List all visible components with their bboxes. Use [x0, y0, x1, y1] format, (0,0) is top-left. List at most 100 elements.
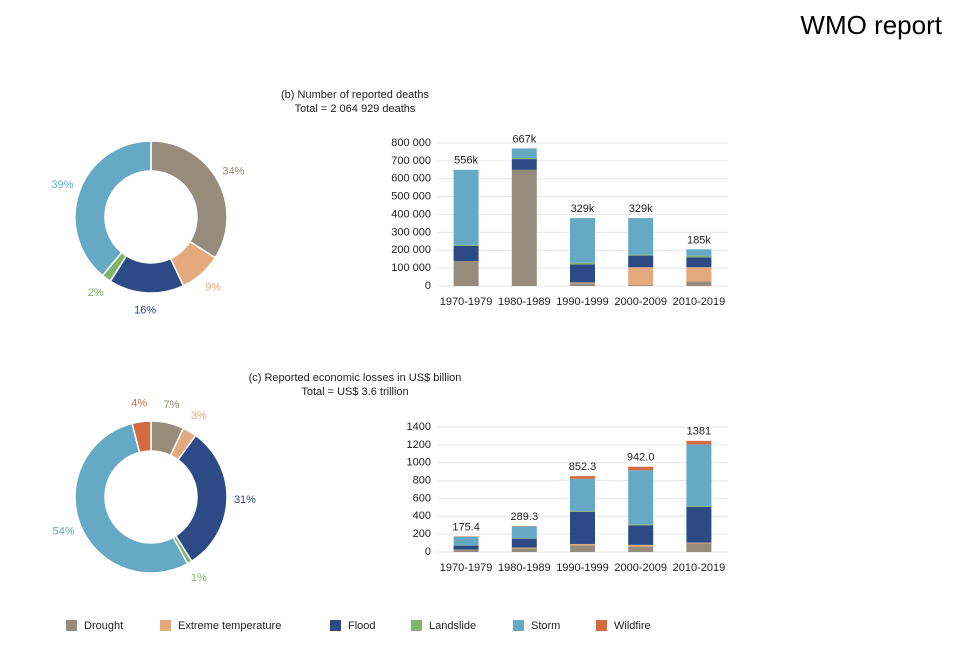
bar-segment [686, 257, 712, 268]
legend-swatch [330, 620, 341, 631]
total-label: 942.0 [627, 452, 655, 464]
legend-label: Drought [84, 620, 123, 632]
bar-segment [453, 545, 479, 550]
legend-swatch [160, 620, 171, 631]
slice-label: 39% [52, 179, 74, 191]
bar-segment [453, 549, 479, 552]
total-label: 289.3 [511, 511, 539, 523]
x-tick-label: 1980-1989 [498, 562, 551, 574]
bar-segment [686, 249, 712, 256]
total-label: 329k [629, 203, 653, 215]
x-tick-label: 1970-1979 [440, 296, 493, 308]
y-tick-label: 600 [413, 492, 431, 504]
y-tick-label: 0 [425, 546, 431, 558]
bar-segment [686, 506, 712, 543]
bar-segment [686, 506, 712, 507]
y-tick-label: 800 000 [391, 137, 431, 149]
legend-swatch [596, 620, 607, 631]
total-label: 185k [687, 234, 711, 246]
y-tick-label: 800 [413, 474, 431, 486]
bar-segment [628, 524, 654, 526]
bar-segment [570, 476, 595, 479]
x-tick-label: 1990-1999 [556, 562, 609, 574]
slice-label: 9% [205, 281, 221, 293]
y-tick-label: 0 [425, 280, 431, 292]
y-tick-label: 100 000 [391, 262, 431, 274]
bar-segment [511, 548, 537, 552]
bar-segment [570, 264, 595, 283]
y-tick-label: 200 000 [391, 244, 431, 256]
legend-label: Landslide [429, 620, 476, 632]
bar-segment [686, 440, 712, 445]
y-tick-label: 400 000 [391, 208, 431, 220]
bar-segment [686, 281, 712, 286]
bar-segment [570, 282, 595, 284]
y-tick-label: 400 [413, 510, 431, 522]
bar-segment [570, 283, 595, 286]
bar-segment [570, 478, 595, 511]
pie-slice [131, 420, 152, 454]
bar-segment [628, 546, 654, 552]
bar-segment [628, 466, 654, 471]
slice-label: 4% [131, 398, 147, 410]
bar-segment [511, 538, 537, 548]
y-tick-label: 200 [413, 528, 431, 540]
total-label: 667k [512, 133, 536, 145]
y-tick-label: 700 000 [391, 155, 431, 167]
x-tick-label: 1970-1979 [440, 562, 493, 574]
total-label: 175.4 [452, 521, 480, 533]
bar-segment [570, 218, 595, 263]
bar-segment [511, 159, 537, 170]
legend-swatch [513, 620, 524, 631]
total-label: 1381 [687, 426, 711, 438]
chart-subtitle: Total = 2 064 929 deaths [295, 103, 416, 115]
y-tick-label: 1400 [407, 421, 431, 433]
x-tick-label: 2000-2009 [614, 296, 667, 308]
pie-slice [74, 422, 189, 574]
x-tick-label: 2010-2019 [673, 562, 726, 574]
slice-label: 16% [134, 305, 156, 317]
slice-label: 1% [191, 572, 207, 584]
total-label: 329k [571, 203, 595, 215]
legend-label: Storm [531, 620, 560, 632]
legend-label: Flood [348, 620, 376, 632]
slice-label: 31% [234, 494, 256, 506]
y-tick-label: 300 000 [391, 226, 431, 238]
bar-segment [628, 267, 654, 286]
chart-title: (c) Reported economic losses in US$ bill… [249, 372, 462, 384]
bar-segment [511, 169, 537, 286]
bar-segment [686, 444, 712, 507]
bar-segment [628, 255, 654, 268]
bar-segment [511, 526, 537, 539]
bar-segment [570, 510, 595, 512]
bar-segment [686, 542, 712, 544]
x-tick-label: 1990-1999 [556, 296, 609, 308]
y-tick-label: 600 000 [391, 173, 431, 185]
bar-segment [686, 543, 712, 552]
legend-label: Extreme temperature [178, 620, 281, 632]
bar-segment [453, 245, 479, 261]
bar-segment [570, 543, 595, 546]
legend-label: Wildfire [614, 620, 651, 632]
bar-segment [628, 218, 654, 255]
bar-segment [570, 511, 595, 544]
slice-label: 2% [88, 287, 104, 299]
slice-label: 3% [191, 410, 207, 422]
total-label: 852.3 [569, 461, 597, 473]
bar-segment [570, 262, 595, 265]
bar-segment [628, 254, 654, 256]
legend-swatch [411, 620, 422, 631]
pie-slice [74, 140, 152, 277]
total-label: 556k [454, 155, 478, 167]
header: WMO report [800, 10, 942, 40]
bar-segment [686, 255, 712, 258]
y-tick-label: 1200 [407, 439, 431, 451]
legend-swatch [66, 620, 77, 631]
x-tick-label: 1980-1989 [498, 296, 551, 308]
slice-label: 7% [164, 399, 180, 411]
bar-segment [511, 547, 537, 549]
bar-segment [628, 525, 654, 545]
bar-segment [686, 267, 712, 282]
